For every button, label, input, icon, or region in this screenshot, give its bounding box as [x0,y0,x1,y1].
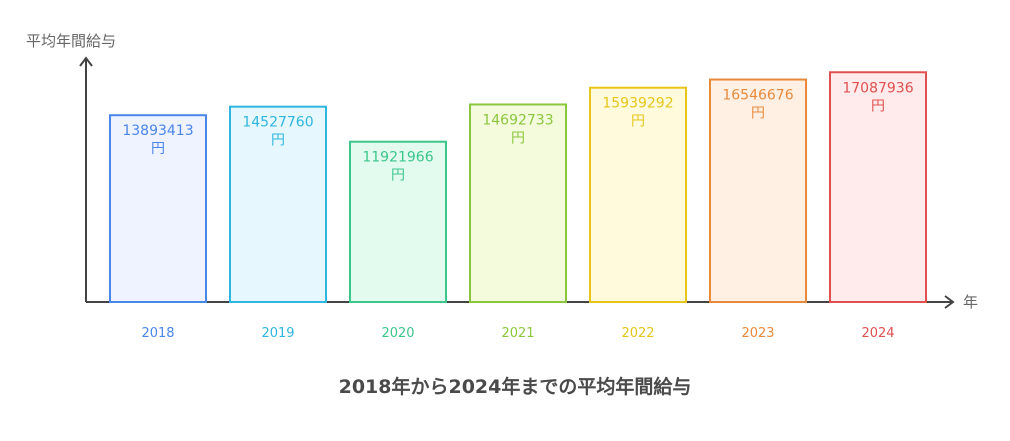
bar-value-label-2021: 14692733 [482,112,553,128]
y-axis-label: 平均年間給与 [26,32,116,50]
bar-2022 [589,86,687,303]
bar-value-label-2019: 14527760 [242,115,313,131]
x-axis-arrowhead [944,295,955,309]
bar-2019 [229,105,327,303]
x-tick-label-2018: 2018 [141,326,174,341]
x-tick-label-2024: 2024 [861,326,894,341]
x-tick-label-2019: 2019 [261,326,294,341]
x-tick-label-2021: 2021 [501,326,534,341]
bar-unit-label-2022: 円 [631,114,645,130]
bar-value-label-2024: 17087936 [842,80,913,96]
bar-unit-label-2024: 円 [871,98,885,114]
bars-group: 13893413 円 14527760 円 11921966 円 14692733 円 1593… [109,71,927,303]
x-tick-label-2023: 2023 [741,326,774,341]
y-axis-arrowhead [79,56,93,67]
bar-2020 [349,140,447,303]
bar-value-label-2023: 16546676 [722,88,793,104]
bar-2021 [469,103,567,303]
bar-unit-label-2023: 円 [751,106,765,122]
x-tick-label-2022: 2022 [621,326,654,341]
x-axis-label: 年 [963,293,978,311]
bar-value-label-2018: 13893413 [122,123,193,139]
bar-unit-label-2021: 円 [511,130,525,146]
x-tick-labels: 2018 2019 2020 2021 2022 2023 2024 [141,326,894,341]
bar-value-label-2020: 11921966 [362,150,433,166]
bar-2024 [829,71,927,303]
bar-value-label-2022: 15939292 [602,96,673,112]
x-tick-label-2020: 2020 [381,326,414,341]
bar-unit-label-2018: 円 [151,141,165,157]
bar-2018 [109,114,207,303]
bar-2023 [709,78,807,303]
chart-title: 2018年から2024年までの平均年間給与 [338,376,692,398]
bar-unit-label-2019: 円 [271,133,285,149]
bar-unit-label-2020: 円 [391,168,405,184]
